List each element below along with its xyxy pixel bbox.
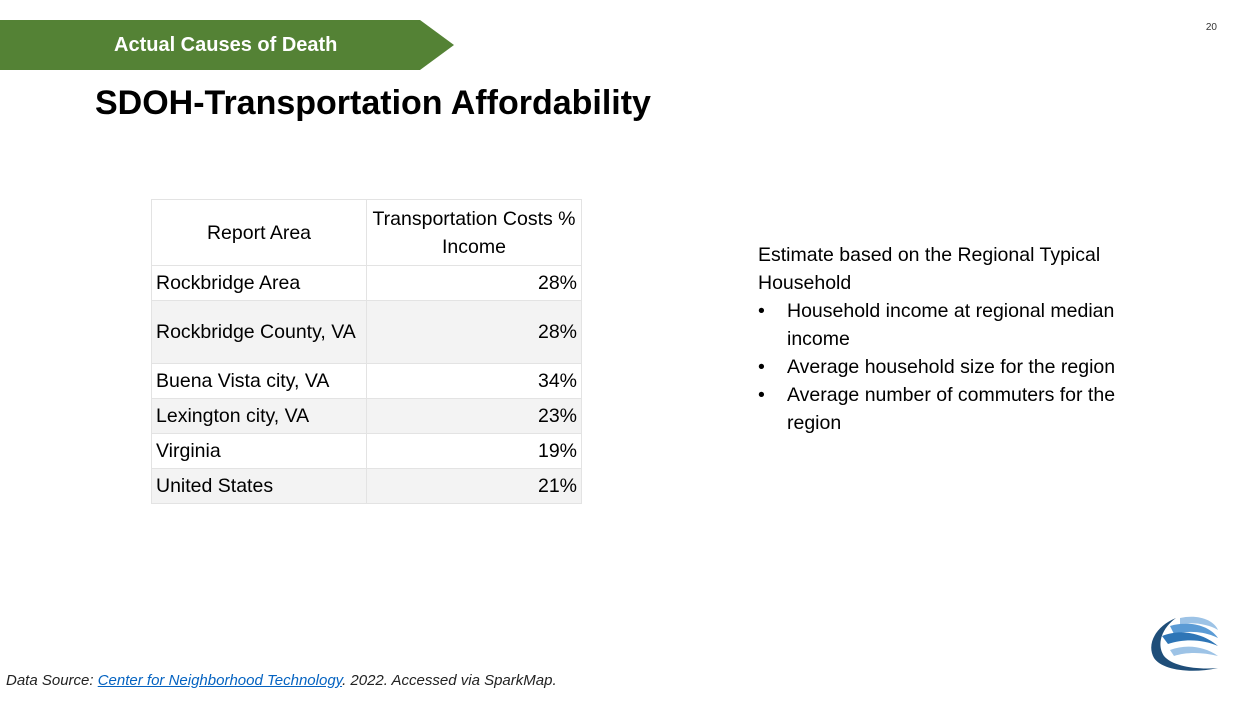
table-row: Buena Vista city, VA 34% bbox=[151, 363, 582, 399]
report-area-cell: Rockbridge County, VA bbox=[151, 300, 367, 364]
cost-value-cell: 21% bbox=[366, 468, 582, 504]
report-area-cell: Rockbridge Area bbox=[151, 265, 367, 301]
section-banner bbox=[0, 20, 420, 70]
banner-arrow bbox=[420, 20, 454, 70]
list-item: Average number of commuters for the regi… bbox=[758, 381, 1138, 437]
notes-intro: Estimate based on the Regional Typical H… bbox=[758, 244, 1101, 294]
cost-value-cell: 19% bbox=[366, 433, 582, 469]
report-area-cell: United States bbox=[151, 468, 367, 504]
table-row: United States 21% bbox=[151, 468, 582, 504]
table-row: Virginia 19% bbox=[151, 433, 582, 469]
table-header-row: Report Area Transportation Costs % Incom… bbox=[151, 199, 582, 266]
header-report-area: Report Area bbox=[151, 199, 367, 266]
table-row: Rockbridge County, VA 28% bbox=[151, 300, 582, 364]
cost-value-cell: 34% bbox=[366, 363, 582, 399]
section-banner-label: Actual Causes of Death bbox=[114, 34, 338, 56]
cost-value-cell: 28% bbox=[366, 300, 582, 364]
list-item: Household income at regional median inco… bbox=[758, 297, 1138, 353]
table-row: Rockbridge Area 28% bbox=[151, 265, 582, 301]
page-title: SDOH-Transportation Affordability bbox=[95, 84, 651, 122]
cost-value-cell: 23% bbox=[366, 398, 582, 434]
estimate-notes: Estimate based on the Regional Typical H… bbox=[758, 241, 1138, 437]
source-prefix: Data Source: bbox=[6, 672, 98, 689]
table-row: Lexington city, VA 23% bbox=[151, 398, 582, 434]
report-area-cell: Virginia bbox=[151, 433, 367, 469]
list-item: Average household size for the region bbox=[758, 353, 1138, 381]
source-suffix: . 2022. Accessed via SparkMap. bbox=[342, 672, 557, 689]
data-source-footer: Data Source: Center for Neighborhood Tec… bbox=[6, 672, 557, 689]
source-link[interactable]: Center for Neighborhood Technology bbox=[97, 672, 343, 689]
organization-logo bbox=[1151, 616, 1218, 671]
report-area-cell: Lexington city, VA bbox=[151, 398, 367, 434]
report-area-cell: Buena Vista city, VA bbox=[151, 363, 367, 399]
page-number: 20 bbox=[1205, 22, 1217, 33]
notes-bullet-list: Household income at regional median inco… bbox=[758, 297, 1138, 437]
cost-value-cell: 28% bbox=[366, 265, 582, 301]
transportation-cost-table: Report Area Transportation Costs % Incom… bbox=[151, 199, 582, 504]
header-transport-costs: Transportation Costs % Income bbox=[366, 199, 582, 266]
